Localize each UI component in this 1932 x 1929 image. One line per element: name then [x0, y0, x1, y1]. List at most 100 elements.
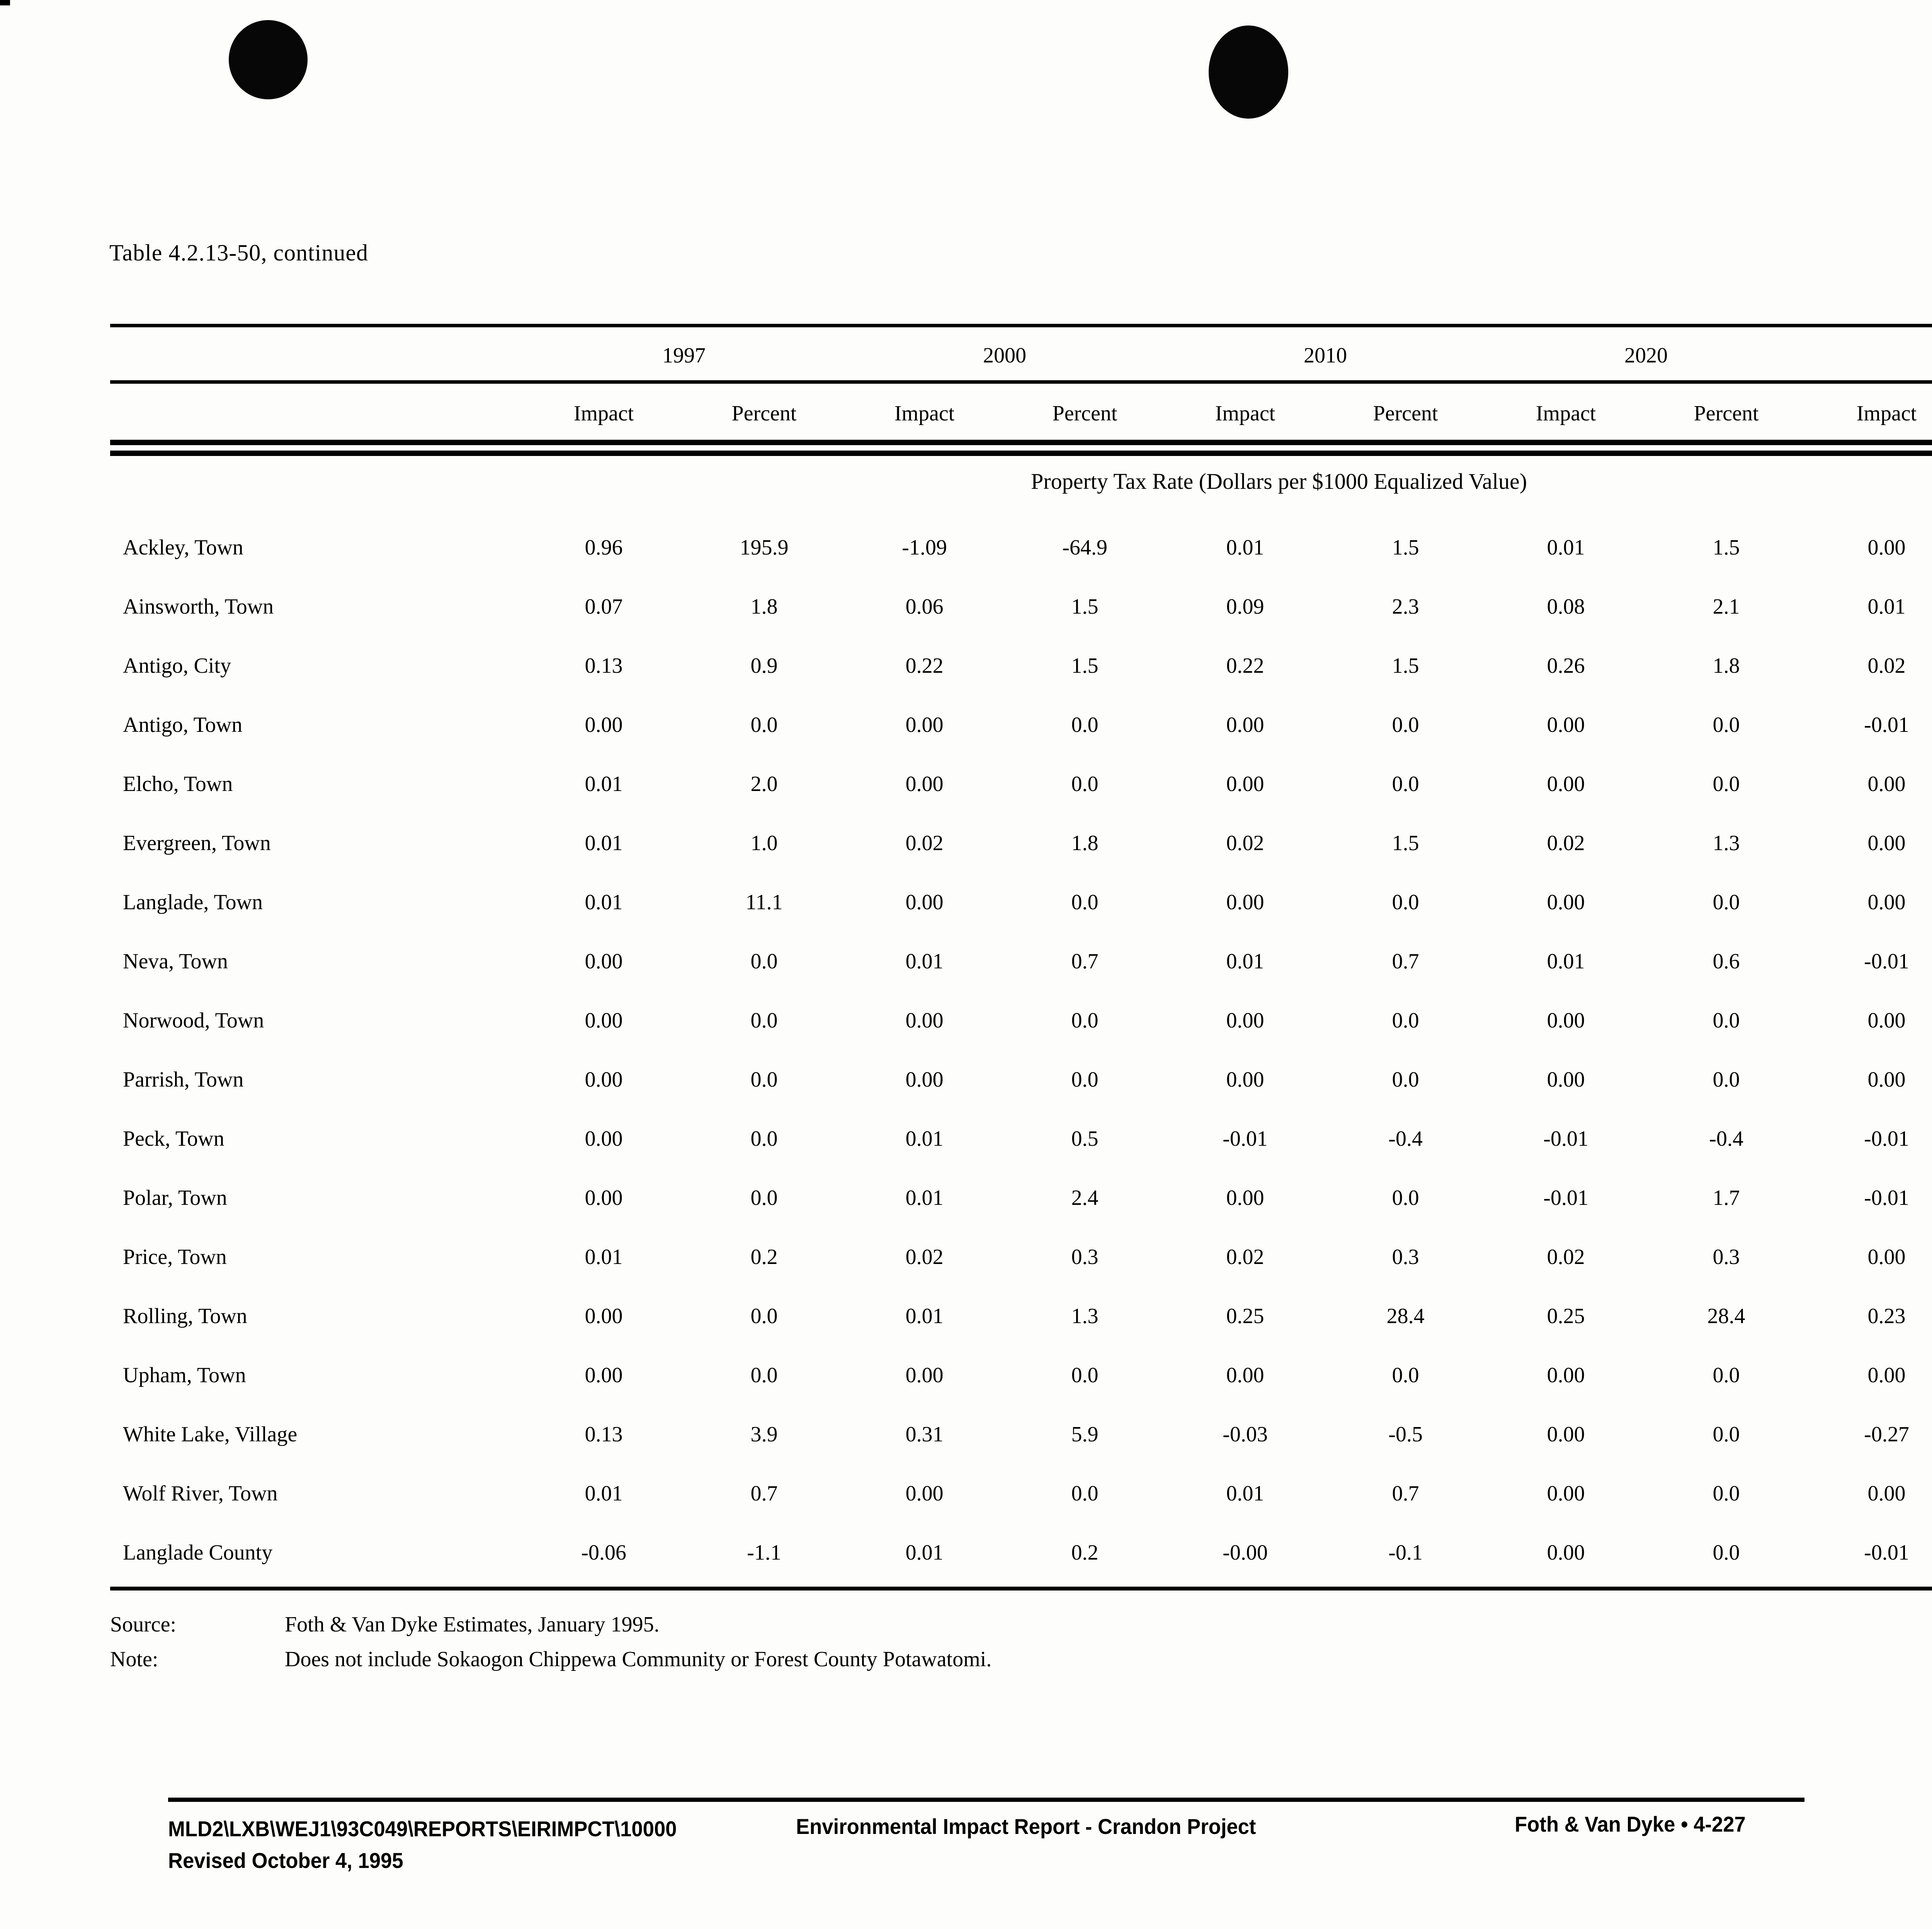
value-cell: 0.0 [1392, 1008, 1419, 1033]
row-label: Evergreen, Town [123, 831, 271, 855]
table-row: Wolf River, Town 0.01 0.7 0.00 0.0 0.01 0.7 0.0… [110, 1464, 1932, 1523]
value-cell: 0.13 [585, 1422, 623, 1446]
value-cell: -0.03 [1223, 1422, 1268, 1446]
value-cell: 1.5 [1392, 535, 1419, 560]
table-row: Evergreen, Town 0.01 1.0 0.02 1.8 0.02 1.5 0.02… [110, 813, 1932, 873]
value-cell: 1.3 [1071, 1304, 1099, 1328]
value-cell: 0.00 [585, 1304, 623, 1328]
value-cell: 0.0 [750, 713, 778, 737]
table-row: Langlade, Town 0.01 11.1 0.00 0.0 0.00 0.0 0.00… [110, 873, 1932, 932]
value-cell: 0.3 [1713, 1245, 1740, 1269]
punch-hole-1 [229, 20, 308, 99]
value-cell: 0.01 [1226, 535, 1264, 560]
row-label: Antigo, Town [123, 713, 243, 737]
value-cell: 0.01 [905, 949, 944, 973]
row-label: Norwood, Town [123, 1008, 264, 1033]
value-cell: 0.0 [1392, 772, 1419, 796]
value-cell: 0.09 [1226, 594, 1264, 619]
table-row: Parrish, Town 0.00 0.0 0.00 0.0 0.00 0.0 0.00 0.… [110, 1050, 1932, 1109]
row-label: Price, Town [123, 1245, 227, 1269]
table-row: Ainsworth, Town 0.07 1.8 0.06 1.5 0.09 2.3 0.08… [110, 577, 1932, 636]
table-bottom-rule [110, 1587, 1932, 1590]
value-cell: 0.06 [905, 594, 944, 619]
table-row: Rolling, Town 0.00 0.0 0.01 1.3 0.25 28.4 0.25 2… [110, 1286, 1932, 1346]
value-cell: 0.22 [905, 653, 944, 678]
value-cell: 0.00 [1547, 890, 1585, 914]
value-cell: 0.0 [1392, 1186, 1419, 1210]
value-cell: 0.00 [1867, 1481, 1906, 1505]
value-cell: 0.0 [1071, 1067, 1099, 1092]
value-cell: 2.3 [1392, 594, 1419, 619]
value-cell: 2.1 [1713, 594, 1740, 619]
value-cell: 0.7 [1392, 949, 1419, 973]
percent-header-2020: Percent [1694, 401, 1759, 425]
value-cell: -1.09 [902, 535, 947, 560]
value-cell: 1.8 [750, 594, 778, 619]
value-cell: 0.00 [1867, 890, 1906, 914]
value-cell: 0.0 [1713, 1008, 1740, 1033]
value-cell: 0.0 [750, 1363, 778, 1387]
footer-page-ref: Foth & Van Dyke • 4-227 [1515, 1812, 1746, 1836]
table-row: Price, Town 0.01 0.2 0.02 0.3 0.02 0.3 0.02 0.3 0… [110, 1227, 1932, 1286]
value-cell: 0.02 [905, 831, 944, 855]
table-row: White Lake, Village 0.13 3.9 0.31 5.9 -0.03 -0… [110, 1405, 1932, 1464]
value-cell: 0.01 [585, 1481, 623, 1505]
value-cell: 0.7 [1071, 949, 1099, 973]
value-cell: 0.96 [585, 535, 623, 560]
value-cell: 0.0 [1392, 1363, 1419, 1387]
value-cell: 0.02 [1547, 1245, 1585, 1269]
value-cell: 0.0 [1713, 890, 1740, 914]
value-cell: -0.01 [1223, 1126, 1268, 1151]
corner-spacer [110, 383, 524, 444]
impact-header-2020: Impact [1536, 401, 1596, 425]
row-label: Langlade, Town [123, 890, 263, 914]
value-cell: 0.01 [1547, 535, 1585, 560]
note-label: Note: [110, 1647, 158, 1671]
footer-file-path: MLD2\LXB\WEJ1\93C049\REPORTS\EIRIMPCT\10… [168, 1817, 677, 1841]
year-header-1997: 1997 [662, 344, 706, 367]
value-cell: 0.5 [1071, 1126, 1099, 1151]
impact-header-2030: Impact [1856, 401, 1917, 425]
tax-impact-table-wrap: 199720002010202020302036 ImpactPercentIm… [110, 328, 1932, 1582]
value-cell: 0.0 [1713, 1067, 1740, 1092]
value-cell: 0.00 [1226, 890, 1264, 914]
value-cell: 0.00 [1867, 831, 1906, 855]
impact-header-2000: Impact [894, 401, 955, 425]
value-cell: 28.4 [1386, 1304, 1425, 1328]
value-cell: 1.8 [1071, 831, 1099, 855]
punch-hole-2 [1209, 26, 1288, 119]
value-cell: 0.00 [1226, 1186, 1264, 1210]
value-cell: 0.22 [1226, 653, 1264, 678]
value-cell: 0.08 [1547, 594, 1585, 619]
table-caption: Property Tax Rate (Dollars per $1000 Equ… [1031, 468, 1527, 494]
value-cell: 0.01 [905, 1304, 944, 1328]
value-cell: 1.7 [1713, 1186, 1740, 1210]
value-cell: 0.00 [1226, 1008, 1264, 1033]
value-cell: 0.01 [585, 831, 623, 855]
value-cell: 0.01 [1867, 594, 1906, 619]
value-cell: -0.01 [1543, 1186, 1588, 1210]
value-cell: 0.01 [905, 1540, 944, 1565]
impact-header-2010: Impact [1215, 401, 1276, 425]
value-cell: -0.00 [1223, 1540, 1268, 1565]
value-cell: 0.00 [905, 1363, 944, 1387]
value-cell: 28.4 [1707, 1304, 1745, 1328]
value-cell: -64.9 [1062, 535, 1107, 560]
value-cell: 0.00 [1547, 1540, 1585, 1565]
value-cell: 0.00 [1547, 1008, 1585, 1033]
footer-document-title: Environmental Impact Report - Crandon Pr… [796, 1814, 1256, 1839]
value-cell: -0.27 [1864, 1422, 1909, 1446]
value-cell: 0.3 [1392, 1245, 1419, 1269]
source-label: Source: [110, 1613, 177, 1636]
value-cell: 0.26 [1547, 653, 1585, 678]
value-cell: 0.02 [905, 1245, 944, 1269]
value-cell: 0.0 [750, 1304, 778, 1328]
value-cell: 0.0 [750, 1067, 778, 1092]
value-cell: 0.0 [750, 949, 778, 973]
value-cell: 0.00 [585, 1067, 623, 1092]
row-label: Ainsworth, Town [123, 594, 274, 619]
value-cell: 0.00 [1226, 713, 1264, 737]
value-cell: 0.00 [905, 772, 944, 796]
value-cell: 195.9 [740, 535, 789, 560]
value-cell: 0.00 [1867, 1008, 1906, 1033]
